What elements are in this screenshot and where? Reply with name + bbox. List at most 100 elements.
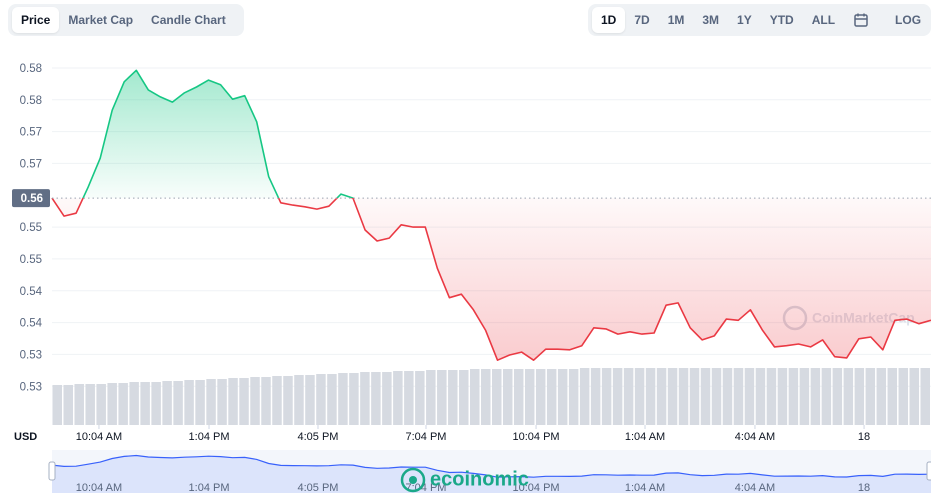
volume-bar xyxy=(206,379,216,425)
volume-bar xyxy=(393,371,403,425)
volume-bar xyxy=(788,368,799,425)
volume-bar xyxy=(700,368,711,425)
y-tick-label: 0.53 xyxy=(20,349,42,361)
navigator-tick-label: 10:04 PM xyxy=(513,482,560,493)
volume-bar xyxy=(777,368,788,425)
reference-label: 0.56 xyxy=(21,193,43,205)
y-tick-label: 0.54 xyxy=(20,318,43,330)
volume-bar xyxy=(349,373,359,425)
calendar-button[interactable] xyxy=(844,6,878,34)
volume-bar xyxy=(481,369,491,425)
volume-bar xyxy=(887,368,898,425)
navigator-tick-label: 1:04 AM xyxy=(625,482,665,493)
tab-button[interactable]: Market Cap xyxy=(68,13,134,27)
volume-bar xyxy=(898,368,909,425)
navigator-area xyxy=(52,455,931,493)
volume-bar xyxy=(294,375,304,425)
range-button[interactable]: 1M xyxy=(667,13,685,27)
volume-bar xyxy=(810,368,821,425)
overlay-watermark: ecoinomic xyxy=(430,468,529,490)
volume-bar xyxy=(338,373,348,425)
volume-bar xyxy=(195,380,205,425)
volume-bar xyxy=(63,385,73,425)
volume-bar xyxy=(656,368,667,425)
price-area xyxy=(52,70,931,361)
volume-bar xyxy=(865,368,876,425)
volume-bar xyxy=(415,371,425,425)
y-tick-label: 0.58 xyxy=(20,63,42,75)
volume-bar xyxy=(283,376,293,425)
volume-bar xyxy=(722,368,733,425)
y-tick-label: 0.53 xyxy=(20,381,42,393)
navigator-handle[interactable] xyxy=(48,461,56,481)
range-button[interactable]: 1Y xyxy=(737,13,752,27)
volume-bar xyxy=(667,368,678,425)
volume-bar xyxy=(371,372,381,425)
volume-bar xyxy=(733,368,744,425)
calendar-icon xyxy=(854,13,868,27)
navigator-tick-label: 10:04 AM xyxy=(76,482,122,493)
range-button[interactable]: 7D xyxy=(634,13,650,27)
volume-bar xyxy=(382,372,392,425)
volume-bar xyxy=(524,369,535,425)
volume-bar xyxy=(876,368,887,425)
range-button[interactable]: 3M xyxy=(702,13,720,27)
volume-bar xyxy=(118,383,128,425)
price-line xyxy=(51,69,931,361)
volume-bar xyxy=(612,368,623,425)
y-tick-label: 0.58 xyxy=(20,95,42,107)
volume-bar xyxy=(448,370,458,425)
x-tick-label: 1:04 AM xyxy=(625,431,665,443)
volume-bar xyxy=(634,368,645,425)
volume-bar xyxy=(272,376,282,425)
volume-bar xyxy=(162,381,172,425)
volume-bar xyxy=(678,368,689,425)
volume-bar xyxy=(590,368,601,425)
volume-bar xyxy=(140,382,150,425)
navigator-tick-label: 18 xyxy=(858,482,870,493)
x-tick-label: 10:04 AM xyxy=(76,431,122,443)
chart-tabs: Price Market Cap Candle Chart xyxy=(8,4,244,36)
navigator-tick-label: 1:04 PM xyxy=(189,482,230,493)
overlay-logo xyxy=(400,467,426,493)
volume-bar xyxy=(129,382,139,425)
range-button[interactable]: ALL xyxy=(811,13,836,27)
volume-bar xyxy=(645,368,656,425)
volume-bar xyxy=(755,368,766,425)
volume-bar xyxy=(217,379,227,425)
volume-bar xyxy=(711,368,722,425)
volume-bar xyxy=(305,375,315,425)
volume-bar xyxy=(107,383,117,425)
navigator-handle[interactable] xyxy=(926,461,931,481)
range-button[interactable]: 1D xyxy=(592,7,626,33)
volume-bar xyxy=(601,368,612,425)
range-selector: 1D 7D 1M 3M 1Y YTD ALL LOG xyxy=(588,4,931,36)
volume-bar xyxy=(173,381,183,425)
volume-bar xyxy=(821,368,832,425)
volume-bar xyxy=(502,369,513,425)
volume-bar xyxy=(85,384,95,425)
volume-bar xyxy=(854,368,865,425)
log-toggle[interactable]: LOG xyxy=(895,13,922,27)
volume-bar xyxy=(316,374,326,425)
volume-bar xyxy=(557,369,568,425)
range-button[interactable]: YTD xyxy=(769,13,794,27)
volume-bar xyxy=(404,371,414,425)
volume-bar xyxy=(513,369,524,425)
volume-bar xyxy=(74,384,84,425)
tab-button[interactable]: Price xyxy=(12,7,60,33)
navigator-line xyxy=(51,454,931,478)
volume-bar xyxy=(689,368,700,425)
navigator-tick-label: 4:04 AM xyxy=(735,482,775,493)
overlay-logo-dot xyxy=(409,476,417,484)
volume-bar xyxy=(832,368,843,425)
volume-bar xyxy=(426,370,436,425)
volume-bar xyxy=(250,377,260,425)
tab-button[interactable]: Candle Chart xyxy=(151,13,226,27)
volume-bar xyxy=(228,378,238,425)
navigator-tick-label: 7:04 PM xyxy=(406,482,447,493)
volume-bar xyxy=(766,368,777,425)
volume-bar xyxy=(799,368,810,425)
y-tick-label: 0.57 xyxy=(20,127,42,139)
